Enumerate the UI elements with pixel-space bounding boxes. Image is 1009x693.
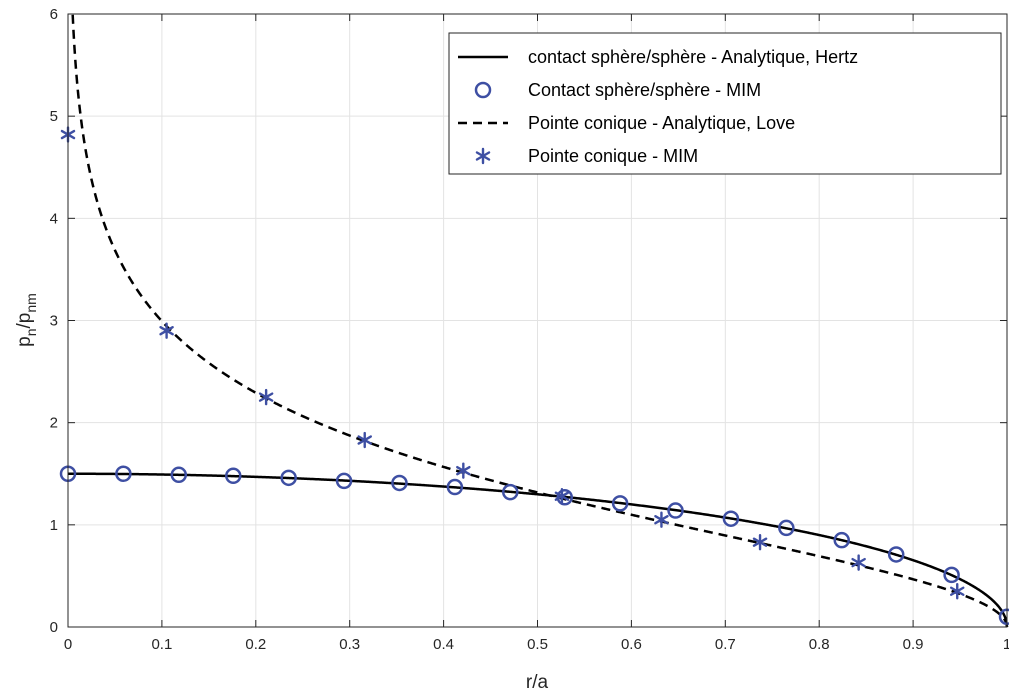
legend: contact sphère/sphère - Analytique, Hert… [449, 33, 1001, 174]
y-tick-label: 1 [50, 517, 58, 534]
x-tick-label: 0.8 [809, 636, 830, 653]
x-tick-label: 0.7 [715, 636, 736, 653]
x-tick-label: 0.1 [151, 636, 172, 653]
y-tick-label: 6 [50, 6, 58, 23]
x-axis-label: r/a [526, 672, 549, 693]
legend-label-conic-mim: Pointe conique - MIM [528, 146, 698, 166]
y-tick-label: 2 [50, 415, 58, 432]
y-axis-label: pn/pnm [14, 293, 39, 347]
y-axis-label-sub-2: nm [23, 293, 39, 312]
x-tick-label: 0.4 [433, 636, 454, 653]
x-tick-label: 0.3 [339, 636, 360, 653]
y-axis-label-slash: /p [14, 313, 35, 329]
y-tick-label: 0 [50, 619, 58, 636]
x-tick-label: 0.2 [245, 636, 266, 653]
legend-label-love-analytic: Pointe conique - Analytique, Love [528, 113, 795, 133]
y-axis-label-sub-1: n [23, 328, 39, 336]
x-tick-label: 1 [1003, 636, 1009, 653]
x-tick-label: 0.6 [621, 636, 642, 653]
y-axis-label-base: p [14, 336, 35, 347]
y-tick-label: 3 [50, 313, 58, 330]
y-tick-label: 4 [50, 210, 58, 227]
legend-label-hertz-analytic: contact sphère/sphère - Analytique, Hert… [528, 47, 858, 67]
y-tick-label: 5 [50, 108, 58, 125]
x-tick-label: 0 [64, 636, 72, 653]
legend-label-sphere-mim: Contact sphère/sphère - MIM [528, 80, 761, 100]
x-tick-label: 0.9 [903, 636, 924, 653]
x-tick-label: 0.5 [527, 636, 548, 653]
